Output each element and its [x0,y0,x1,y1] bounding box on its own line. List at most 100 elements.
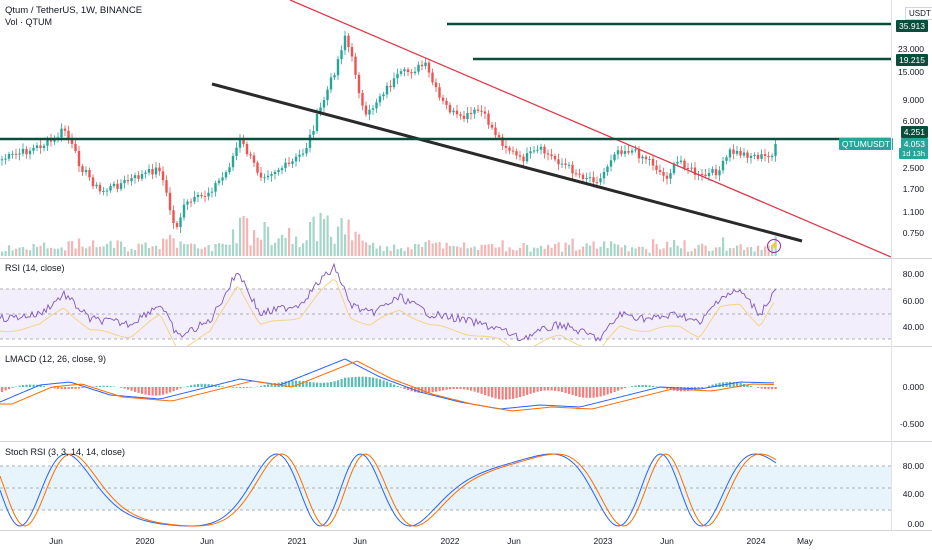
volume-bar [627,251,630,256]
volume-bar [606,248,609,256]
rsi-line [0,262,777,342]
price-chart-canvas[interactable] [0,0,932,258]
macd-histogram-bar [701,387,704,389]
candle-body [392,78,396,88]
candle-body [406,69,410,73]
macd-histogram-bar [218,385,221,387]
candle-body [203,196,207,198]
macd-histogram-bar [519,387,522,398]
volume-bar [225,244,228,256]
stoch-tick: 40.00 [902,489,924,499]
candle-body [333,75,336,78]
candle-body [165,180,168,193]
volume-bar [25,249,28,256]
volume-bar [113,247,116,256]
candle-body [417,64,420,72]
candle-body [207,192,210,197]
macd-histogram-bar [582,387,585,398]
candle-body [623,151,627,154]
price-chart-pane[interactable]: Qtum / TetherUS, 1W, BINANCE Vol · QTUM … [0,0,932,258]
candle-body [746,152,749,158]
macd-histogram-bar [368,377,371,387]
volume-bar [673,240,676,256]
volume-bar [211,251,214,256]
macd-histogram-bar [578,387,581,398]
candle-body [441,97,445,101]
candle-body [354,56,357,75]
volume-bar [704,245,707,256]
candle-body [49,139,53,142]
candle-body [385,85,389,95]
lightning-icon[interactable]: ⚡ [767,239,781,253]
candle-body [739,150,742,156]
volume-bar [144,242,147,256]
macd-pane[interactable]: LMACD (12, 26, close, 9) 0.000 -0.500 [0,347,932,441]
volume-bar [291,243,294,256]
candle-body [630,150,634,153]
macd-histogram-bar [708,385,711,387]
macd-histogram-bar [323,382,326,387]
time-label: 2024 [746,536,766,546]
time-label: 2021 [287,536,307,546]
candle-body [756,154,760,159]
macd-histogram-bar [372,377,375,387]
volume-bar [501,240,504,256]
volume-bar [120,241,123,256]
price-tick: 1.100 [902,207,924,217]
volume-bar [67,241,70,256]
macd-histogram-bar [631,386,634,387]
volume-bar [764,246,767,256]
macd-histogram-bar [64,387,67,390]
macd-histogram-bar [144,387,147,395]
candle-body [287,162,291,164]
volume-bar [648,252,651,256]
macd-histogram-bar [435,387,438,392]
macd-histogram-bar [449,387,452,390]
macd-histogram-bar [330,382,333,387]
candle-body [616,150,620,155]
macd-histogram-bar [302,381,305,387]
volume-bar [130,249,133,256]
level-badge-2: 19.215 [896,54,928,66]
macd-label[interactable]: LMACD (12, 26, close, 9) [5,354,107,364]
stoch-rsi-pane[interactable]: Stoch RSI (3, 3, 14, 14, close) 80.00 40… [0,442,932,530]
currency-button[interactable]: USDT [905,7,932,20]
rsi-tick: 40.00 [902,322,924,332]
volume-bar [568,244,571,256]
price-tick: 0.750 [902,228,924,238]
candle-body [193,196,196,202]
volume-bar [473,246,476,256]
macd-histogram-bar [715,383,718,387]
candle-body [504,145,508,148]
macd-histogram-bar [596,387,599,398]
candle-body [602,171,606,179]
rsi-label[interactable]: RSI (14, close) [5,263,65,273]
candle-body [32,147,35,151]
volume-bar [277,238,280,256]
candle-body [361,93,364,106]
candle-body [546,153,550,155]
pane-divider[interactable] [0,346,932,347]
volume-bar [316,241,319,256]
candle-body [560,163,564,165]
macd-histogram-bar [155,387,158,396]
volume-bar [74,248,77,256]
macd-histogram-bar [477,387,480,393]
candle-body [39,145,42,149]
candle-body [252,155,256,163]
rsi-pane[interactable]: RSI (14, close) 80.00 60.00 40.00 [0,259,932,346]
pane-divider[interactable] [0,258,932,259]
macd-histogram-bar [564,387,567,393]
volume-bar [725,250,728,256]
macd-histogram-bar [358,376,361,387]
volume-bar [274,242,277,256]
macd-histogram-bar [505,387,508,400]
volume-bar [505,251,508,256]
macd-histogram-bar [666,387,669,390]
volume-bar [400,248,403,256]
volume-bar [263,221,266,256]
stoch-rsi-label[interactable]: Stoch RSI (3, 3, 14, 14, close) [5,447,126,457]
candle-body [774,143,777,156]
volume-bar [638,246,641,256]
pane-divider[interactable] [0,441,932,442]
